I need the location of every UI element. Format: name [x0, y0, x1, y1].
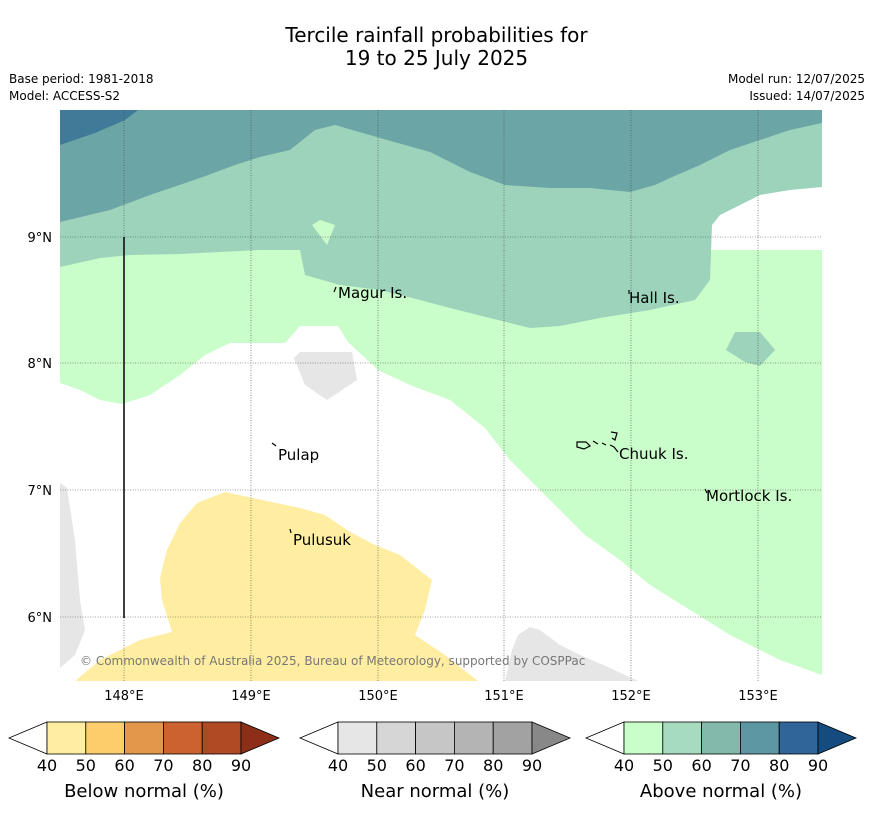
- near-colorbar-segment: [453, 721, 494, 755]
- base-period-text: Base period: 1981-2018: [9, 72, 154, 86]
- near-normal-patch-north: [294, 352, 357, 400]
- near-colorbar-tick-label: 40: [328, 756, 348, 775]
- place-label-mortlock: Mortlock Is.: [706, 487, 792, 505]
- near-colorbar-tick-label: 80: [483, 756, 503, 775]
- above-colorbar-tick-label: 70: [730, 756, 750, 775]
- below-colorbar-tick-label: 70: [153, 756, 173, 775]
- lon-label-148e: 148°E: [104, 689, 144, 704]
- pulusuk-island-icon: [289, 528, 292, 534]
- above-colorbar-segment: [701, 721, 741, 755]
- lat-label-8n: 8°N: [28, 357, 53, 372]
- island-marks: [271, 286, 708, 534]
- below-colorbar-tick-label: 50: [76, 756, 96, 775]
- above-colorbar-segment: [778, 721, 819, 755]
- above-normal-40-region: [60, 250, 822, 675]
- lat-label-6n: 6°N: [28, 611, 53, 626]
- above-colorbar-segment: [623, 721, 664, 755]
- below-colorbar-segment: [85, 721, 126, 755]
- below-normal-40-region: [75, 492, 478, 681]
- above-colorbar-min-arrow: [584, 721, 625, 755]
- below-colorbar-tick-label: 80: [192, 756, 212, 775]
- below-colorbar-tick-label: 90: [231, 756, 251, 775]
- above-colorbar-tick-label: 60: [691, 756, 711, 775]
- near-colorbar-segment: [492, 721, 533, 755]
- colorbar-below-normal: 40 50 60 70 80 90: [7, 721, 281, 775]
- colorbar-above-label: Above normal (%): [639, 781, 803, 802]
- chuuk-lagoon-icon: [576, 431, 619, 453]
- place-label-hall: Hall Is.: [629, 289, 680, 307]
- near-colorbar-segment: [376, 721, 416, 755]
- above-normal-40-patch: [312, 220, 335, 245]
- colorbar-below-label: Below normal (%): [64, 781, 224, 802]
- place-label-pulap: Pulap: [278, 446, 319, 464]
- below-colorbar-tick-label: 40: [37, 756, 57, 775]
- model-text: Model: ACCESS-S2: [9, 89, 121, 103]
- colorbar-near-normal: 40 50 60 70 80 90: [298, 721, 572, 775]
- below-colorbar-segment: [124, 721, 164, 755]
- lon-label-151e: 151°E: [484, 689, 524, 704]
- above-normal-60-region: [60, 110, 822, 222]
- issued-text: Issued: 14/07/2025: [749, 89, 865, 103]
- below-colorbar-segment: [201, 721, 242, 755]
- below-colorbar-max-arrow: [240, 721, 281, 755]
- above-colorbar-tick-label: 90: [808, 756, 828, 775]
- above-colorbar-max-arrow: [817, 721, 858, 755]
- copyright-text: © Commonwealth of Australia 2025, Bureau…: [80, 654, 585, 668]
- above-normal-70-region: [60, 110, 138, 145]
- colorbar-above-normal: 40 50 60 70 80 90: [584, 721, 858, 775]
- above-colorbar-segment: [740, 721, 780, 755]
- above-normal-50-patch: [726, 332, 775, 366]
- near-normal-patch-west: [60, 483, 85, 668]
- lon-label-152e: 152°E: [611, 689, 651, 704]
- below-colorbar-min-arrow: [7, 721, 48, 755]
- near-colorbar-max-arrow: [531, 721, 572, 755]
- above-colorbar-tick-label: 80: [769, 756, 789, 775]
- lon-label-150e: 150°E: [358, 689, 398, 704]
- pulap-island-icon: [271, 442, 277, 447]
- above-colorbar-segment: [662, 721, 702, 755]
- above-colorbar-tick-label: 50: [653, 756, 673, 775]
- below-colorbar-tick-label: 60: [114, 756, 134, 775]
- near-colorbar-tick-label: 60: [405, 756, 425, 775]
- mortlock-island-icon: [704, 488, 708, 494]
- above-colorbar-tick-label: 40: [614, 756, 634, 775]
- lon-label-153e: 153°E: [738, 689, 778, 704]
- place-label-chuuk: Chuuk Is.: [619, 445, 688, 463]
- lat-label-9n: 9°N: [28, 231, 53, 246]
- near-colorbar-segment: [415, 721, 455, 755]
- near-colorbar-tick-label: 70: [444, 756, 464, 775]
- magur-island-icon: [333, 286, 337, 293]
- near-colorbar-tick-label: 90: [522, 756, 542, 775]
- lat-label-7n: 7°N: [28, 484, 53, 499]
- lon-label-149e: 149°E: [231, 689, 271, 704]
- map-title-line2: 19 to 25 July 2025: [344, 46, 529, 70]
- map-title-line1: Tercile rainfall probabilities for: [285, 23, 588, 47]
- near-colorbar-tick-label: 50: [367, 756, 387, 775]
- colorbar-near-label: Near normal (%): [360, 781, 510, 802]
- near-colorbar-segment: [337, 721, 378, 755]
- near-colorbar-min-arrow: [298, 721, 339, 755]
- below-colorbar-segment: [162, 721, 203, 755]
- near-normal-patch-south: [505, 627, 638, 681]
- map-panel: [60, 110, 822, 681]
- place-label-pulusuk: Pulusuk: [293, 531, 351, 549]
- model-run-text: Model run: 12/07/2025: [727, 72, 865, 86]
- place-label-magur: Magur Is.: [338, 284, 407, 302]
- below-colorbar-segment: [46, 721, 87, 755]
- graticule: [60, 110, 822, 681]
